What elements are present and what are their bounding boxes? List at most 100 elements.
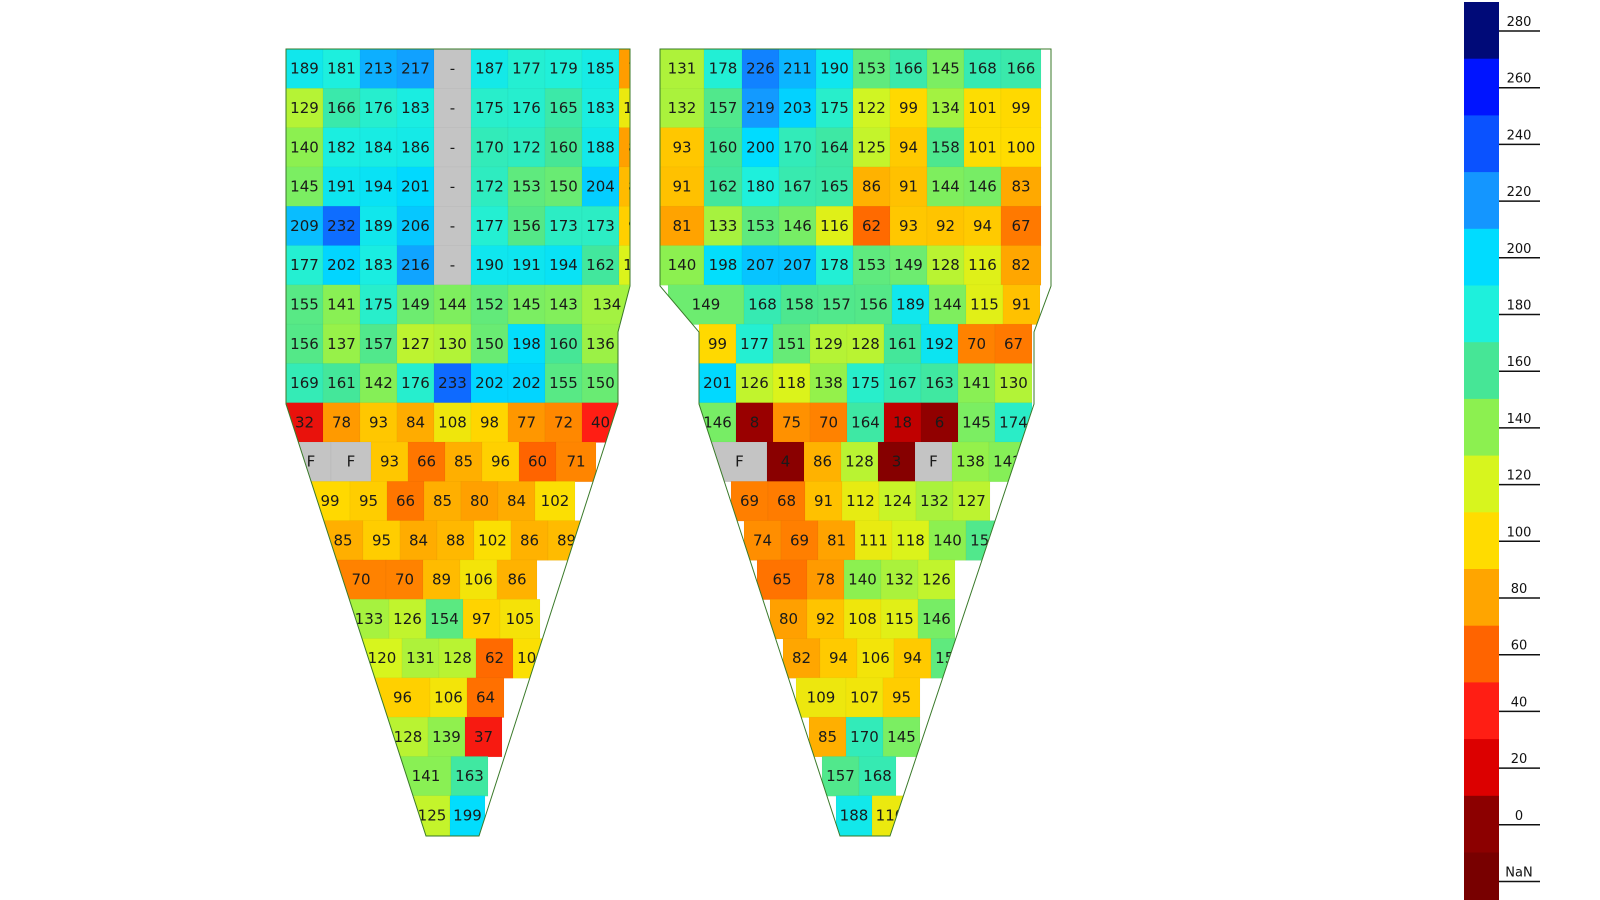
heatmap-cell-label: 86 [520, 531, 539, 549]
heatmap-cell-label: 156 [290, 335, 319, 353]
heatmap-cell [433, 49, 472, 90]
heatmap-cell-label: 181 [327, 60, 356, 78]
heatmap-cell [473, 520, 512, 561]
heatmap-cell-label: 140 [848, 571, 877, 589]
heatmap-cell [422, 559, 461, 600]
heatmap-cell [429, 677, 468, 718]
heatmap-cell [433, 127, 472, 168]
heatmap-cell [915, 481, 954, 522]
heatmap-cell-label: 233 [438, 374, 467, 392]
heatmap-cell-label: 146 [703, 413, 732, 431]
heatmap-cell [449, 795, 486, 836]
heatmap-cell-label: 74 [753, 531, 772, 549]
heatmap-cell [858, 756, 897, 797]
heatmap-cell-label: 37 [474, 728, 493, 746]
heatmap-cell-label: 140 [933, 531, 962, 549]
heatmap-cell-label: 174 [999, 413, 1028, 431]
heatmap-cell-label: 138 [814, 374, 843, 392]
heatmap-cell [322, 166, 361, 207]
heatmap-cell-label: 154 [430, 610, 459, 628]
heatmap-cell [963, 49, 1002, 90]
heatmap-cell-label: 160 [709, 138, 738, 156]
heatmap-cell-label: 126 [740, 374, 769, 392]
heatmap-cell-label: 142 [364, 374, 393, 392]
heatmap-cell [809, 363, 848, 404]
heatmap-cell-label: 96 [628, 217, 647, 235]
heatmap-cell-label: 91 [899, 178, 918, 196]
heatmap-cell-label: 146 [922, 610, 951, 628]
heatmap-cell-label: 69 [790, 531, 809, 549]
heatmap-cell-label: 177 [475, 217, 504, 235]
heatmap-cell [951, 441, 990, 483]
heatmap-cell-label: 70 [819, 413, 838, 431]
heatmap-cell [804, 481, 843, 522]
heatmap-cell-label: 169 [290, 374, 319, 392]
colorbar-tick-label: NaN [1505, 866, 1532, 881]
heatmap-cell-label: 140 [290, 138, 319, 156]
heatmap-cell-label: 138 [956, 453, 985, 471]
heatmap-cell-label: 199 [453, 806, 482, 824]
heatmap-cell-label: 93 [672, 138, 691, 156]
heatmap-cell-label: 141 [327, 295, 356, 313]
heatmap-cell-label: 6 [935, 413, 945, 431]
heatmap-cell-label: 99 [708, 335, 727, 353]
heatmap-cell [926, 49, 965, 90]
heatmap-cell-label: 209 [290, 217, 319, 235]
heatmap-cell [359, 363, 398, 404]
heatmap-cell [741, 205, 780, 247]
heatmap-cell [893, 638, 932, 679]
heatmap-cell [433, 205, 472, 247]
heatmap-cell-label: 187 [475, 60, 504, 78]
heatmap-cell-label: 128 [394, 728, 423, 746]
heatmap-cell-label: 172 [475, 178, 504, 196]
heatmap-cell-label: 153 [746, 217, 775, 235]
colorbar-segment [1464, 398, 1499, 457]
heatmap-cell [581, 323, 620, 365]
heatmap-cell [780, 284, 819, 325]
colorbar-tick-label: 240 [1507, 128, 1532, 143]
heatmap-cell-label: 99 [320, 492, 339, 510]
heatmap-cell-label: 217 [401, 60, 430, 78]
heatmap-cell [817, 520, 856, 561]
heatmap-cell [698, 363, 737, 404]
heatmap-cell-label: 134 [931, 99, 960, 117]
heatmap-cell-label: 128 [931, 256, 960, 274]
heatmap-cell-label: - [450, 60, 455, 78]
heatmap-cell [703, 127, 743, 168]
heatmap-cell [852, 205, 891, 247]
heatmap-cell-label: 189 [290, 60, 319, 78]
heatmap-cell [481, 441, 520, 483]
heatmap-cell [852, 166, 891, 207]
heatmap-cell-label: 118 [623, 256, 652, 274]
heatmap-cell-label: 81 [827, 531, 846, 549]
heatmap-cell [965, 284, 1004, 325]
heatmap-cell-label: 201 [401, 178, 430, 196]
heatmap-cell [466, 677, 505, 718]
heatmap-cell [322, 205, 361, 247]
colorbar-segment [1464, 115, 1499, 173]
heatmap-cell [286, 127, 324, 168]
heatmap-cell [782, 638, 821, 679]
colorbar-tick-label: 160 [1507, 355, 1532, 370]
heatmap-cell [920, 323, 959, 365]
heatmap-cell-label: 162 [709, 178, 738, 196]
heatmap-cell [819, 638, 858, 679]
heatmap-cell-label: 115 [970, 295, 999, 313]
heatmap-cell [322, 88, 361, 129]
heatmap-cell [795, 677, 847, 718]
heatmap-cell [743, 520, 782, 561]
heatmap-cell-label: 130 [438, 335, 467, 353]
heatmap-cell [507, 323, 546, 365]
heatmap-cell [920, 402, 959, 443]
heatmap-cell-label: 177 [290, 256, 319, 274]
heatmap-cell [581, 88, 620, 129]
heatmap-cell-label: 99 [1011, 99, 1030, 117]
heatmap-cell-label: 163 [925, 374, 954, 392]
heatmap-cell-label: 84 [406, 413, 425, 431]
heatmap-cell-label: 116 [820, 217, 849, 235]
heatmap-cell-label: 170 [475, 138, 504, 156]
heatmap-cell-label: 85 [454, 453, 473, 471]
heatmap-cell-label: 170 [850, 728, 879, 746]
heatmap-cell-label: 146 [783, 217, 812, 235]
colorbar-tick-label: 0 [1515, 809, 1523, 824]
